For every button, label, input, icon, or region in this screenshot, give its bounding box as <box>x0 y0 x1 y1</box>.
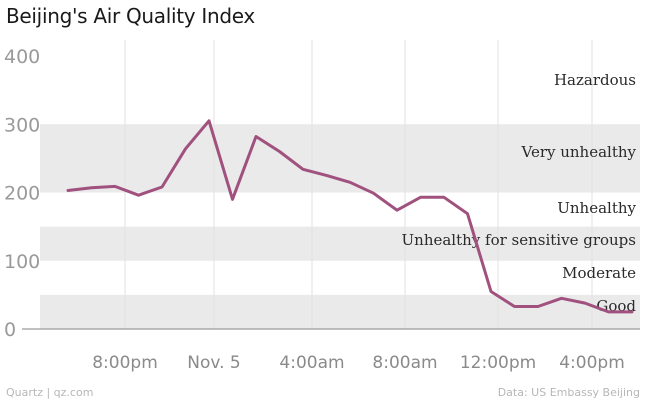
grid-layer <box>22 40 640 330</box>
y-tick-label-4: 400 <box>4 46 40 68</box>
band-label-1: Moderate <box>562 264 636 282</box>
x-tick-label-4: 12:00pm <box>460 353 536 373</box>
chart-title: Beijing's Air Quality Index <box>6 4 255 28</box>
x-tick-label-2: 4:00am <box>279 353 344 373</box>
band-label-5: Hazardous <box>554 71 636 89</box>
band-label-3: Unhealthy <box>557 199 636 217</box>
x-ticks-layer: 8:00pm Nov. 5 4:00am 8:00am 12:00pm 4:00pm <box>92 353 625 373</box>
aqi-band-2 <box>40 226 640 261</box>
band-label-4: Very unhealthy <box>520 143 636 161</box>
x-tick-label-5: 4:00pm <box>559 353 625 373</box>
x-tick-label-0: 8:00pm <box>92 353 158 373</box>
y-tick-label-3: 300 <box>4 114 40 136</box>
source-credit: Quartz | qz.com <box>6 386 94 399</box>
y-tick-label-0: 0 <box>4 319 16 341</box>
series-line-0 <box>66 119 634 314</box>
aqi-band-0 <box>40 294 640 329</box>
data-source: Data: US Embassy Beijing <box>497 386 640 399</box>
bands-layer <box>40 124 640 329</box>
band-label-2: Unhealthy for sensitive groups <box>402 231 636 249</box>
y-tick-label-1: 100 <box>4 251 40 273</box>
x-tick-label-3: 8:00am <box>372 353 437 373</box>
series-layer <box>66 119 634 314</box>
y-tick-label-2: 200 <box>4 183 40 205</box>
aqi-band-4 <box>40 124 640 193</box>
y-ticks-layer: 0 100 200 300 400 <box>4 46 40 341</box>
x-tick-label-1: Nov. 5 <box>187 353 240 373</box>
